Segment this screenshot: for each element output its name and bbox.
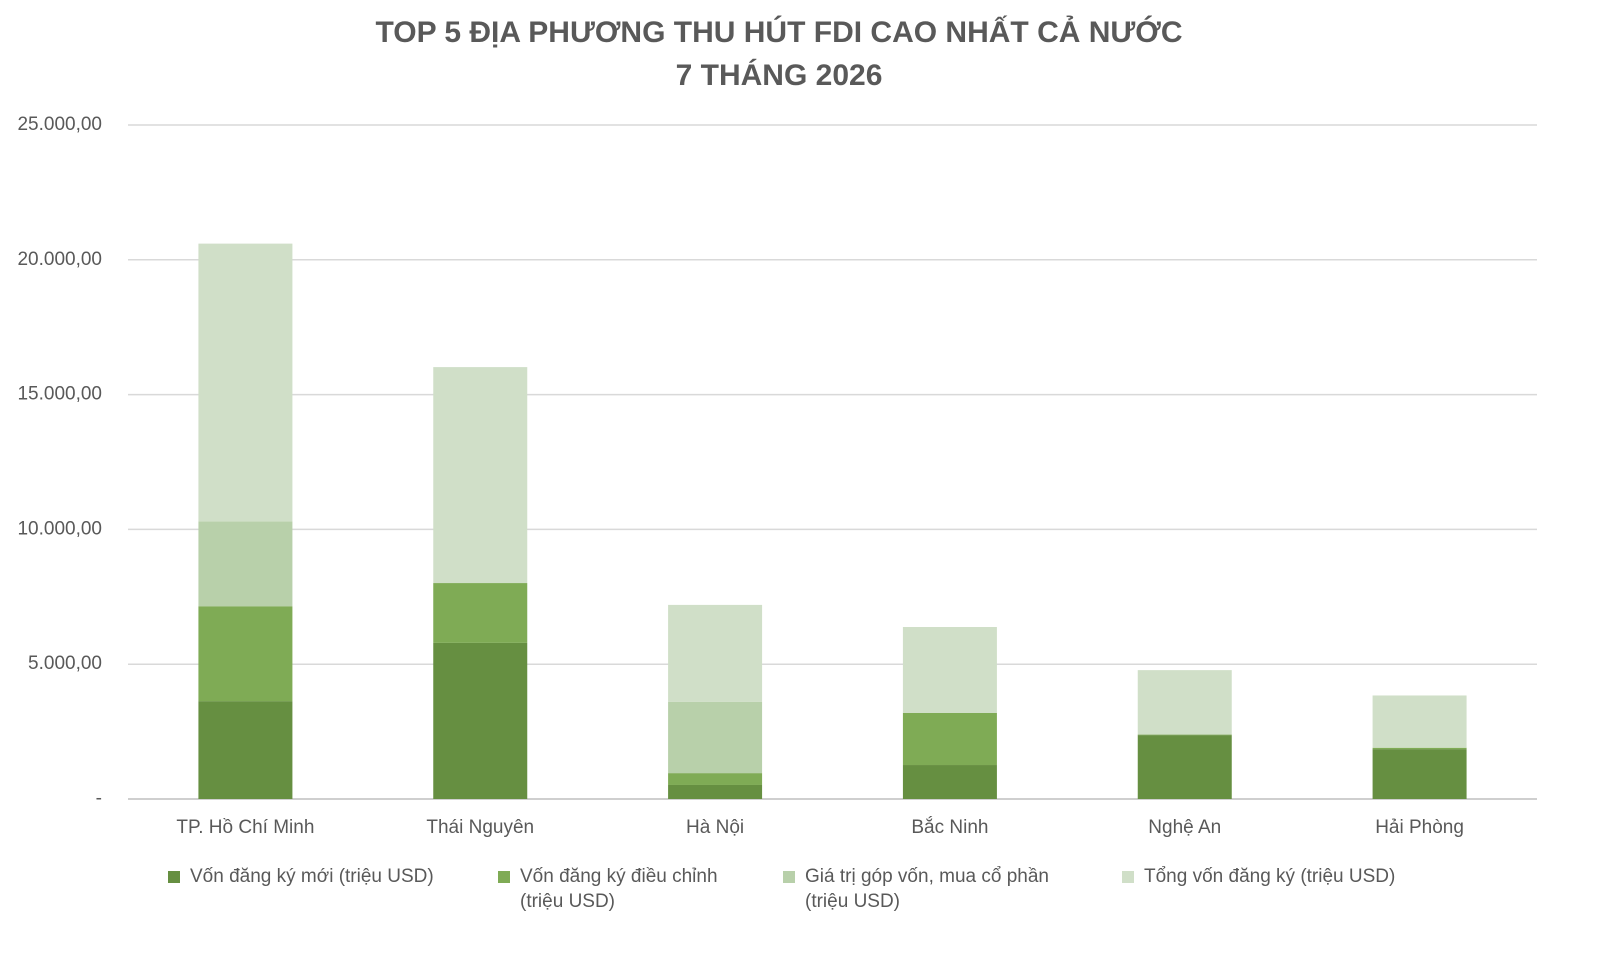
bar-segment [902,712,997,766]
y-tick-label: 25.000,00 [17,114,102,135]
bar-segment [1372,747,1467,750]
bar-segment [433,367,528,584]
y-tick-label: 5.000,00 [28,653,102,674]
y-tick-label: 15.000,00 [17,384,102,405]
bar-segment [1137,734,1232,736]
chart-title: TOP 5 ĐỊA PHƯƠNG THU HÚT FDI CAO NHẤT CẢ… [375,15,1182,49]
bar-segment [1372,749,1467,799]
legend-swatch [498,871,510,883]
legend-swatch [783,871,795,883]
bar-segment [668,604,763,702]
bar-segment [668,784,763,799]
y-tick-label: 10.000,00 [17,518,102,539]
legend-item: Vốn đăng ký điều chỉnh (triệu USD) [498,864,748,914]
legend-swatch [168,871,180,883]
legend-label: Vốn đăng ký mới (triệu USD) [190,866,434,887]
bar-segment [1137,735,1232,799]
bar-segment [198,701,293,799]
y-tick-label: 20.000,00 [17,249,102,270]
chart-subtitle: 7 THÁNG 2026 [676,58,883,92]
legend-item: Tổng vốn đăng ký (triệu USD) [1122,864,1422,889]
bar-segment [433,642,528,799]
bar-segment [902,626,997,713]
x-tick-label: TP. Hồ Chí Minh [176,817,314,838]
legend-label: Giá trị góp vốn, mua cổ phần (triệu USD) [805,866,1049,912]
legend-label: Tổng vốn đăng ký (triệu USD) [1144,866,1396,887]
bar-segment [198,521,293,607]
legend-label: Vốn đăng ký điều chỉnh (triệu USD) [520,866,718,912]
x-tick-label: Nghệ An [1148,817,1221,838]
bar-segment [198,243,293,522]
legend-item: Vốn đăng ký mới (triệu USD) [168,864,468,889]
y-tick-label: - [96,788,102,809]
bar-segment [1137,670,1232,735]
x-tick-label: Hải Phòng [1375,817,1464,838]
bar-segment [198,606,293,702]
bar-segment [668,701,763,774]
x-tick-label: Thái Nguyên [426,817,534,838]
bar-segment [902,765,997,799]
x-tick-label: Bắc Ninh [911,816,988,838]
bar-segment [1372,695,1467,748]
legend-swatch [1122,871,1134,883]
bar-segment [668,773,763,785]
bar-segment [433,583,528,643]
legend-item: Giá trị góp vốn, mua cổ phần (triệu USD) [783,864,1073,914]
bar-segment [1372,747,1467,748]
x-tick-label: Hà Nội [686,817,744,838]
